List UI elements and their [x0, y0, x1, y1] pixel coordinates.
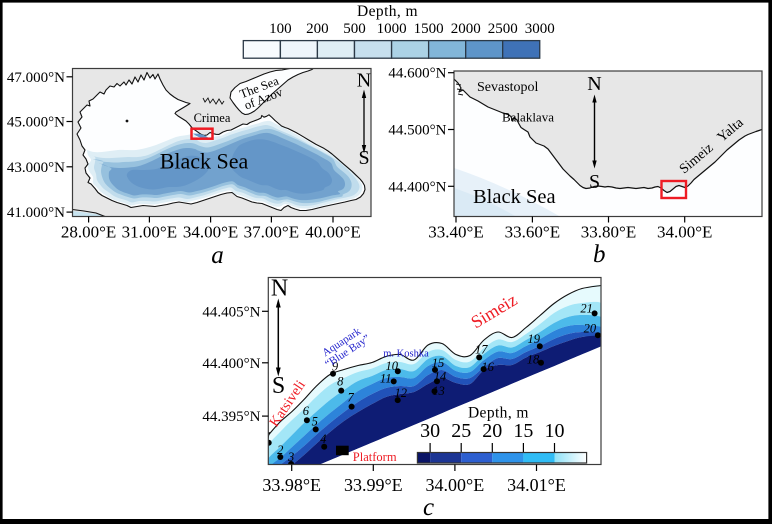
svg-text:N: N	[271, 276, 288, 302]
svg-text:N: N	[587, 73, 601, 95]
svg-text:20: 20	[584, 321, 597, 335]
svg-text:10: 10	[545, 420, 565, 442]
svg-text:37.00°E: 37.00°E	[244, 223, 299, 242]
svg-text:15: 15	[432, 356, 445, 370]
svg-text:18: 18	[527, 353, 540, 367]
svg-text:Depth, m: Depth, m	[468, 405, 529, 422]
svg-text:Black Sea: Black Sea	[160, 149, 249, 174]
svg-text:m. Koshka: m. Koshka	[383, 349, 429, 360]
svg-text:45.000°N: 45.000°N	[7, 115, 65, 131]
svg-text:44.500°N: 44.500°N	[388, 123, 446, 139]
svg-text:N: N	[357, 70, 371, 92]
svg-text:31.00°E: 31.00°E	[122, 223, 177, 242]
svg-text:2000: 2000	[451, 21, 481, 37]
svg-text:Black Sea: Black Sea	[473, 186, 556, 208]
svg-text:13: 13	[432, 384, 445, 398]
svg-text:1000: 1000	[377, 21, 407, 37]
svg-text:47.000°N: 47.000°N	[7, 70, 65, 86]
svg-text:7: 7	[347, 391, 354, 405]
svg-text:3000: 3000	[525, 21, 555, 37]
svg-text:8: 8	[337, 375, 344, 389]
svg-text:12: 12	[394, 386, 407, 400]
svg-text:Balaklava: Balaklava	[502, 110, 554, 125]
svg-text:Crimea: Crimea	[194, 111, 231, 125]
svg-text:44.600°N: 44.600°N	[388, 66, 446, 82]
svg-text:14: 14	[434, 369, 447, 383]
svg-text:33.99°E: 33.99°E	[344, 475, 403, 495]
svg-text:19: 19	[528, 332, 541, 346]
svg-text:a: a	[211, 242, 224, 269]
svg-text:34.01°E: 34.01°E	[507, 475, 566, 495]
svg-text:9: 9	[332, 360, 339, 374]
svg-text:11: 11	[380, 371, 392, 385]
svg-text:15: 15	[513, 420, 533, 442]
svg-text:44.400°N: 44.400°N	[202, 356, 260, 372]
svg-text:1500: 1500	[414, 21, 444, 37]
svg-text:c: c	[423, 494, 434, 521]
svg-text:3: 3	[287, 450, 294, 464]
svg-text:16: 16	[481, 360, 494, 374]
svg-text:41.000°N: 41.000°N	[7, 205, 65, 221]
svg-text:34.00°E: 34.00°E	[426, 475, 485, 495]
svg-text:44.400°N: 44.400°N	[388, 179, 446, 195]
svg-text:28.00°E: 28.00°E	[61, 223, 116, 242]
svg-text:200: 200	[306, 21, 329, 37]
svg-text:S: S	[358, 147, 369, 169]
svg-text:33.40°E: 33.40°E	[428, 223, 483, 242]
svg-text:100: 100	[269, 21, 292, 37]
svg-text:Sevastopol: Sevastopol	[477, 80, 539, 95]
svg-text:500: 500	[343, 21, 366, 37]
svg-text:6: 6	[303, 404, 310, 418]
svg-text:Depth, m: Depth, m	[357, 3, 418, 20]
svg-text:44.395°N: 44.395°N	[202, 409, 260, 425]
svg-text:2: 2	[277, 443, 283, 457]
svg-text:40.00°E: 40.00°E	[305, 223, 360, 242]
svg-text:34.00°E: 34.00°E	[657, 223, 712, 242]
svg-text:25: 25	[451, 420, 471, 442]
svg-text:30: 30	[420, 420, 440, 442]
svg-text:20: 20	[482, 420, 502, 442]
svg-text:43.000°N: 43.000°N	[7, 160, 65, 176]
svg-text:17: 17	[475, 342, 488, 356]
svg-text:21: 21	[580, 301, 593, 315]
svg-text:44.405°N: 44.405°N	[202, 304, 260, 320]
svg-text:2500: 2500	[488, 21, 518, 37]
svg-text:33.60°E: 33.60°E	[505, 223, 560, 242]
svg-text:34.00°E: 34.00°E	[183, 223, 238, 242]
svg-text:33.80°E: 33.80°E	[581, 223, 636, 242]
svg-text:33.98°E: 33.98°E	[262, 475, 321, 495]
svg-text:5: 5	[312, 414, 318, 428]
svg-text:b: b	[593, 241, 606, 268]
svg-text:S: S	[589, 171, 600, 193]
svg-text:S: S	[272, 373, 285, 399]
svg-text:4: 4	[320, 432, 326, 446]
svg-text:1: 1	[265, 430, 271, 444]
svg-text:10: 10	[386, 359, 399, 373]
svg-text:Platform: Platform	[353, 450, 397, 464]
